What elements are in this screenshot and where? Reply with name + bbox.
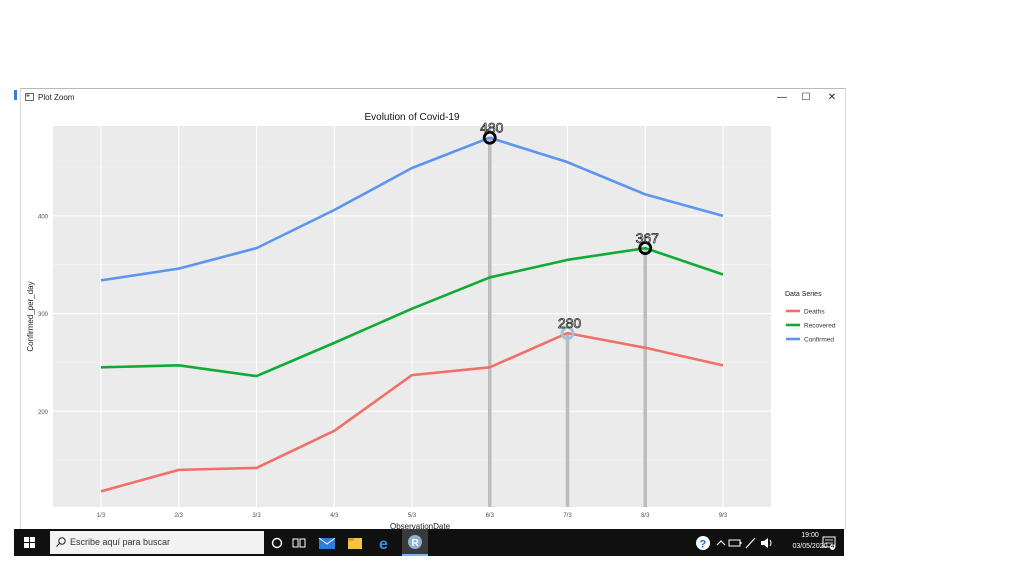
title-bar[interactable]: Plot Zoom — ☐ ✕: [21, 89, 845, 107]
legend-label-recovered: Recovered: [804, 323, 836, 330]
minimize-button[interactable]: —: [777, 92, 787, 103]
x-tick-label: 7/3: [563, 513, 572, 519]
annotation-label: 480: [480, 120, 504, 136]
search-icon: [56, 537, 66, 547]
annotation-label: 367: [636, 230, 660, 246]
svg-text:e: e: [379, 536, 388, 552]
annotation-label: 280: [558, 315, 582, 331]
series-line-confirmed: [100, 136, 724, 282]
notification-center-button[interactable]: 4: [820, 534, 838, 552]
series-line-recovered: [100, 246, 724, 378]
speaker-icon[interactable]: [758, 534, 776, 552]
plot-zoom-window: Plot Zoom — ☐ ✕ 200 300 400 1/3 2/3 3/3 4/3 5/3…: [20, 88, 846, 530]
r-icon: R: [408, 535, 422, 549]
x-tick-label: 1/3: [97, 513, 106, 519]
x-axis-label: ObservationDate: [390, 522, 451, 530]
x-tick-label: 2/3: [175, 513, 184, 519]
annotation-marker: [560, 326, 575, 341]
x-tick-label: 6/3: [486, 513, 495, 519]
search-placeholder: Escribe aquí para buscar: [70, 537, 171, 547]
chart-title: Evolution of Covid-19: [364, 112, 459, 123]
notification-count-badge: 4: [830, 544, 836, 550]
y-tick-label: 400: [38, 214, 49, 220]
battery-icon[interactable]: [726, 534, 744, 552]
x-tick-label: 4/3: [330, 513, 339, 519]
window-title: Plot Zoom: [38, 93, 75, 102]
maximize-button[interactable]: ☐: [801, 92, 811, 103]
svg-text:R: R: [412, 538, 420, 549]
y-tick-label: 300: [38, 312, 49, 318]
notification-icon: [822, 536, 836, 548]
file-explorer-icon[interactable]: [346, 534, 364, 552]
r-taskbar-button[interactable]: R: [402, 529, 428, 556]
x-tick-label: 8/3: [641, 513, 650, 519]
windows-start-icon[interactable]: [14, 529, 46, 556]
x-tick-label: 3/3: [252, 513, 261, 519]
annotation-marker: [638, 241, 653, 256]
help-icon[interactable]: ?: [694, 534, 712, 552]
legend-title: Data Series: [785, 291, 822, 298]
cortana-icon[interactable]: [268, 534, 286, 552]
annotation-marker: [482, 130, 497, 145]
chevron-up-icon[interactable]: [712, 534, 730, 552]
edge-icon[interactable]: e: [376, 534, 394, 552]
svg-text:?: ?: [700, 539, 707, 551]
y-axis-label: Confirmed_per_day: [26, 281, 35, 351]
plot-window-icon: [25, 93, 34, 101]
clock-date[interactable]: 03/05/2020: [792, 543, 828, 550]
y-tick-label: 200: [38, 410, 49, 416]
chart: 200 300 400 1/3 2/3 3/3 4/3 5/3 6/3 7/3 8/3 9/3 480 2…: [26, 112, 836, 530]
clock-time[interactable]: 19:00: [801, 532, 819, 539]
taskbar: Escribe aquí para buscar e R ?: [14, 529, 844, 556]
pen-icon[interactable]: [742, 534, 760, 552]
task-view-icon[interactable]: [290, 534, 308, 552]
close-button[interactable]: ✕: [827, 92, 837, 103]
legend-label-confirmed: Confirmed: [804, 337, 834, 344]
taskbar-search-box[interactable]: Escribe aquí para buscar: [50, 531, 264, 554]
x-tick-label: 9/3: [719, 513, 728, 519]
legend-label-deaths: Deaths: [804, 309, 825, 316]
window-edge-accent: [14, 90, 17, 100]
x-tick-label: 5/3: [408, 513, 417, 519]
mail-icon[interactable]: [318, 534, 336, 552]
series-line-deaths: [100, 331, 724, 493]
